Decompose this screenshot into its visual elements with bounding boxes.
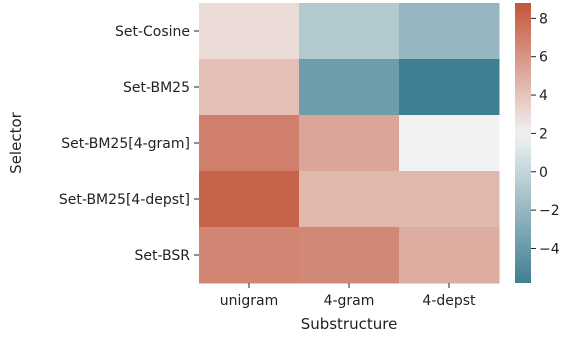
x-tick-label: 4-depst bbox=[422, 293, 476, 309]
heatmap-cell bbox=[199, 59, 300, 116]
heatmap-cell bbox=[399, 227, 500, 284]
y-axis-label: Selector bbox=[7, 111, 25, 173]
colorbar-tick-label: −2 bbox=[539, 203, 560, 219]
heatmap-cell bbox=[199, 115, 300, 172]
heatmap-cell bbox=[299, 171, 400, 228]
heatmap-cell bbox=[399, 115, 500, 172]
heatmap-cell bbox=[299, 227, 400, 284]
heatmap-cell bbox=[299, 115, 400, 172]
heatmap-cell bbox=[199, 3, 300, 60]
colorbar-tick-label: 2 bbox=[539, 126, 548, 142]
x-tick-label: 4-gram bbox=[324, 293, 375, 309]
y-tick-labels: Set-Cosine Set-BM25 Set-BM25[4-gram] Set-BM… bbox=[59, 24, 199, 264]
x-tick-label: unigram bbox=[220, 293, 279, 309]
y-tick-label: Set-Cosine bbox=[115, 24, 190, 40]
colorbar-tick-label: 0 bbox=[539, 165, 548, 181]
heatmap-cells bbox=[199, 3, 500, 284]
y-tick-label: Set-BM25[4-depst] bbox=[59, 192, 190, 208]
heatmap-cell bbox=[199, 227, 300, 284]
colorbar-tick-label: 8 bbox=[539, 11, 548, 27]
heatmap-cell bbox=[399, 3, 500, 60]
y-tick-label: Set-BM25[4-gram] bbox=[61, 136, 190, 152]
heatmap-cell bbox=[399, 59, 500, 116]
heatmap-cell bbox=[199, 171, 300, 228]
heatmap-cell bbox=[299, 3, 400, 60]
colorbar bbox=[515, 3, 531, 283]
colorbar-tick-label: 6 bbox=[539, 50, 548, 66]
x-tick-labels: unigram 4-gram 4-depst bbox=[220, 283, 476, 309]
colorbar-tick-label: 4 bbox=[539, 88, 548, 104]
colorbar-ticks: −4 −2 0 2 4 6 8 bbox=[531, 11, 560, 257]
colorbar-tick-label: −4 bbox=[539, 241, 560, 257]
heatmap-cell bbox=[399, 171, 500, 228]
y-tick-label: Set-BSR bbox=[134, 248, 190, 264]
x-axis-label: Substructure bbox=[301, 315, 398, 333]
y-tick-label: Set-BM25 bbox=[123, 80, 190, 96]
heatmap-cell bbox=[299, 59, 400, 116]
